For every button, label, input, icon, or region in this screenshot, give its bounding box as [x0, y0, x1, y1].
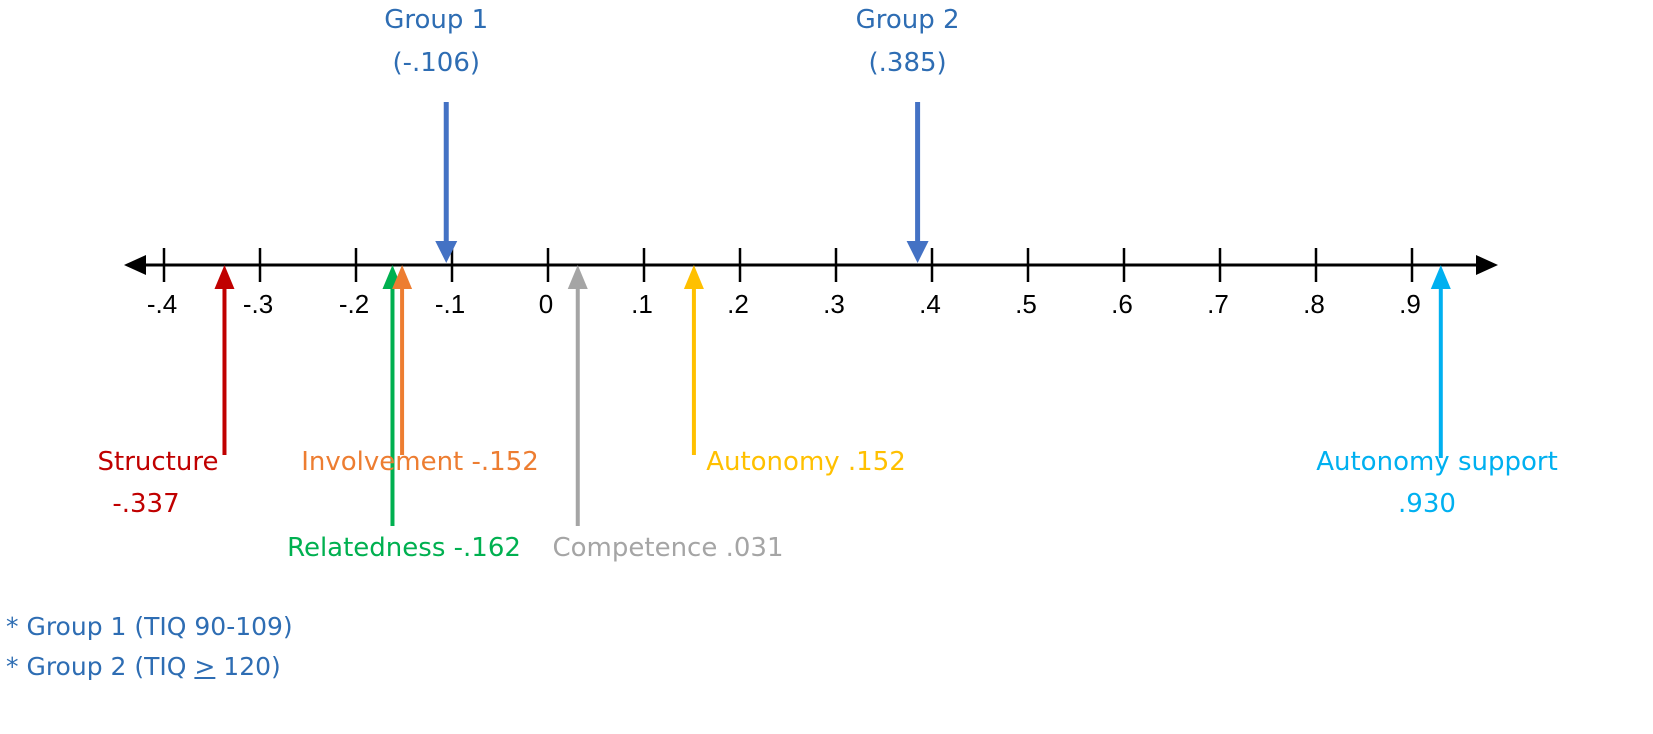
group-1-name: Group 1 — [384, 5, 488, 35]
group-1-arrowhead — [435, 241, 458, 263]
note-group-1: * Group 1 (TIQ 90-109) — [6, 612, 293, 641]
structure-label: -.337 — [112, 489, 179, 519]
axis-tick-label: -.1 — [435, 289, 465, 319]
axis-tick-label: -.3 — [243, 289, 273, 319]
axis-tick-label: .6 — [1111, 289, 1133, 319]
note-group-2: * Group 2 (TIQ > 120) — [6, 652, 281, 681]
involvement-label: Involvement -.152 — [301, 447, 539, 477]
autonomy-support-label: Autonomy support — [1316, 447, 1558, 477]
axis-tick-label: -.4 — [147, 289, 177, 319]
axis-left-arrowhead — [124, 255, 146, 275]
group-2-arrowhead — [906, 241, 929, 263]
competence-arrowhead — [567, 265, 588, 289]
axis-tick-label: .4 — [919, 289, 941, 319]
axis-tick-label: .3 — [823, 289, 845, 319]
axis-tick-label: .8 — [1303, 289, 1325, 319]
autonomy-support-label: .930 — [1398, 489, 1456, 519]
group-1-value: (-.106) — [392, 48, 480, 78]
axis-tick-label: .5 — [1015, 289, 1037, 319]
group-2-value: (.385) — [869, 48, 947, 78]
autonomy-label: Autonomy .152 — [706, 447, 906, 477]
structure-label: Structure — [98, 447, 219, 477]
competence-label: Competence .031 — [552, 533, 783, 563]
involvement-arrowhead — [392, 265, 413, 289]
axis-tick-label: .2 — [727, 289, 749, 319]
relatedness-label: Relatedness -.162 — [287, 533, 521, 563]
group-2-name: Group 2 — [856, 5, 960, 35]
greater-equal-symbol: > — [194, 652, 216, 681]
axis-tick-label: -.2 — [339, 289, 369, 319]
autonomy-support-arrowhead — [1430, 265, 1451, 289]
note-group-2-prefix: * Group 2 (TIQ — [6, 652, 195, 681]
autonomy-arrowhead — [683, 265, 704, 289]
axis-tick-label: .1 — [631, 289, 653, 319]
axis-right-arrowhead — [1476, 255, 1498, 275]
axis-tick-label: 0 — [539, 289, 553, 319]
axis-tick-label: .7 — [1207, 289, 1229, 319]
axis-tick-label: .9 — [1399, 289, 1421, 319]
structure-arrowhead — [214, 265, 235, 289]
note-group-2-suffix: 120) — [215, 652, 281, 681]
